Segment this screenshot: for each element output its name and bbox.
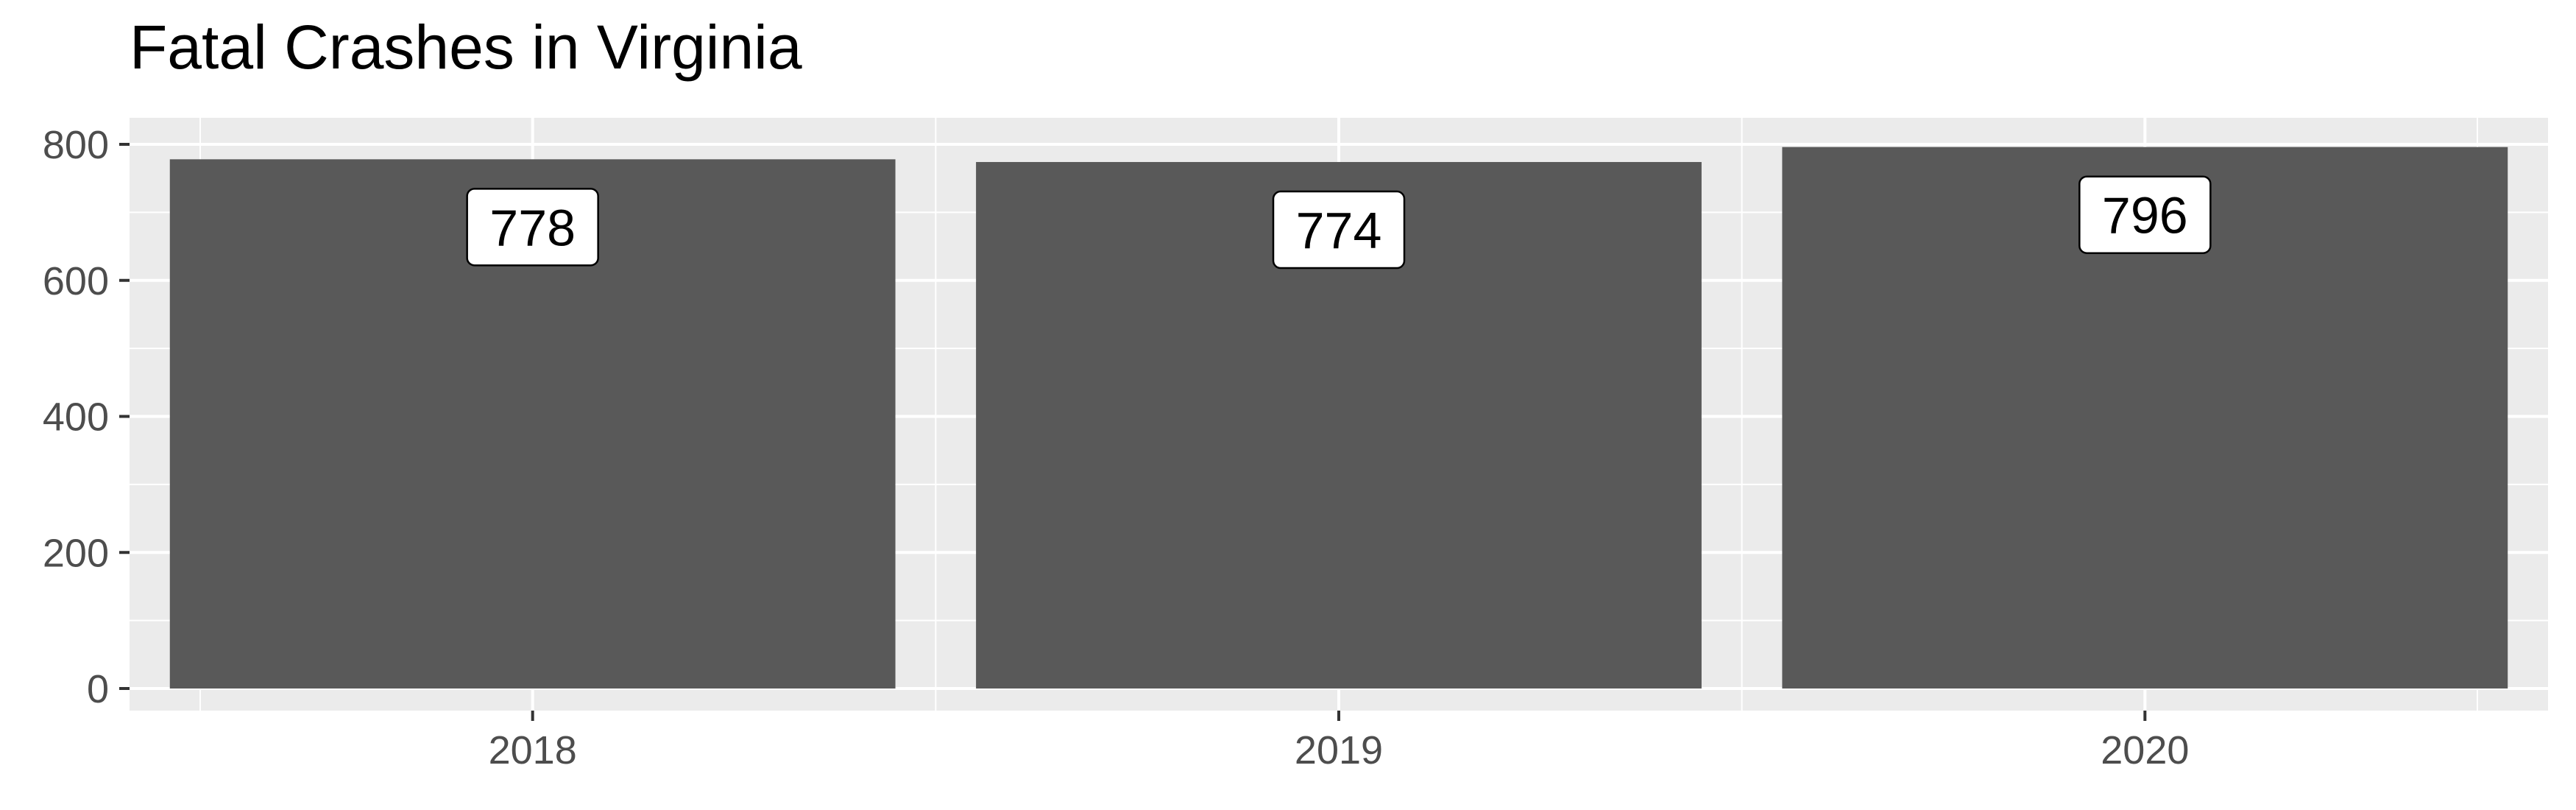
- y-tick-label: 600: [43, 259, 109, 303]
- x-tick-label: 2020: [2101, 728, 2189, 772]
- data-labels: 778 774 796: [466, 175, 2212, 270]
- data-label-text: 796: [2102, 187, 2188, 244]
- y-tick-label: 0: [87, 667, 109, 711]
- y-tick-label: 200: [43, 531, 109, 575]
- y-axis: 0 200 400 600 800: [43, 123, 130, 711]
- data-label-text: 778: [489, 199, 576, 256]
- data-label-2019: 774: [1272, 190, 1406, 270]
- y-tick-label: 400: [43, 395, 109, 440]
- x-axis: 2018 2019 2020: [489, 711, 2189, 772]
- data-label-2020: 796: [2078, 175, 2212, 254]
- y-tick-label: 800: [43, 123, 109, 167]
- data-label-box: [1272, 190, 1406, 270]
- data-label-box: [2078, 175, 2212, 254]
- x-tick-label: 2019: [1295, 728, 1383, 772]
- data-label-text: 774: [1296, 202, 1382, 259]
- chart-title: Fatal Crashes in Virginia: [130, 13, 802, 82]
- data-label-box: [466, 188, 599, 267]
- x-tick-label: 2018: [489, 728, 577, 772]
- data-label-2018: 778: [466, 188, 599, 267]
